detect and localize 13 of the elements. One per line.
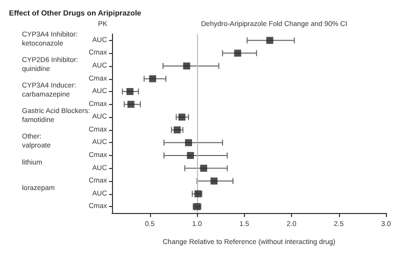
point	[174, 126, 181, 134]
point	[186, 152, 194, 159]
point	[149, 75, 156, 82]
point	[183, 62, 190, 70]
point	[178, 114, 186, 121]
point	[127, 100, 134, 108]
point	[194, 190, 202, 198]
point	[126, 88, 134, 96]
point	[185, 139, 192, 146]
point	[234, 50, 242, 57]
point	[266, 36, 274, 44]
point	[200, 164, 208, 172]
point	[210, 178, 218, 185]
